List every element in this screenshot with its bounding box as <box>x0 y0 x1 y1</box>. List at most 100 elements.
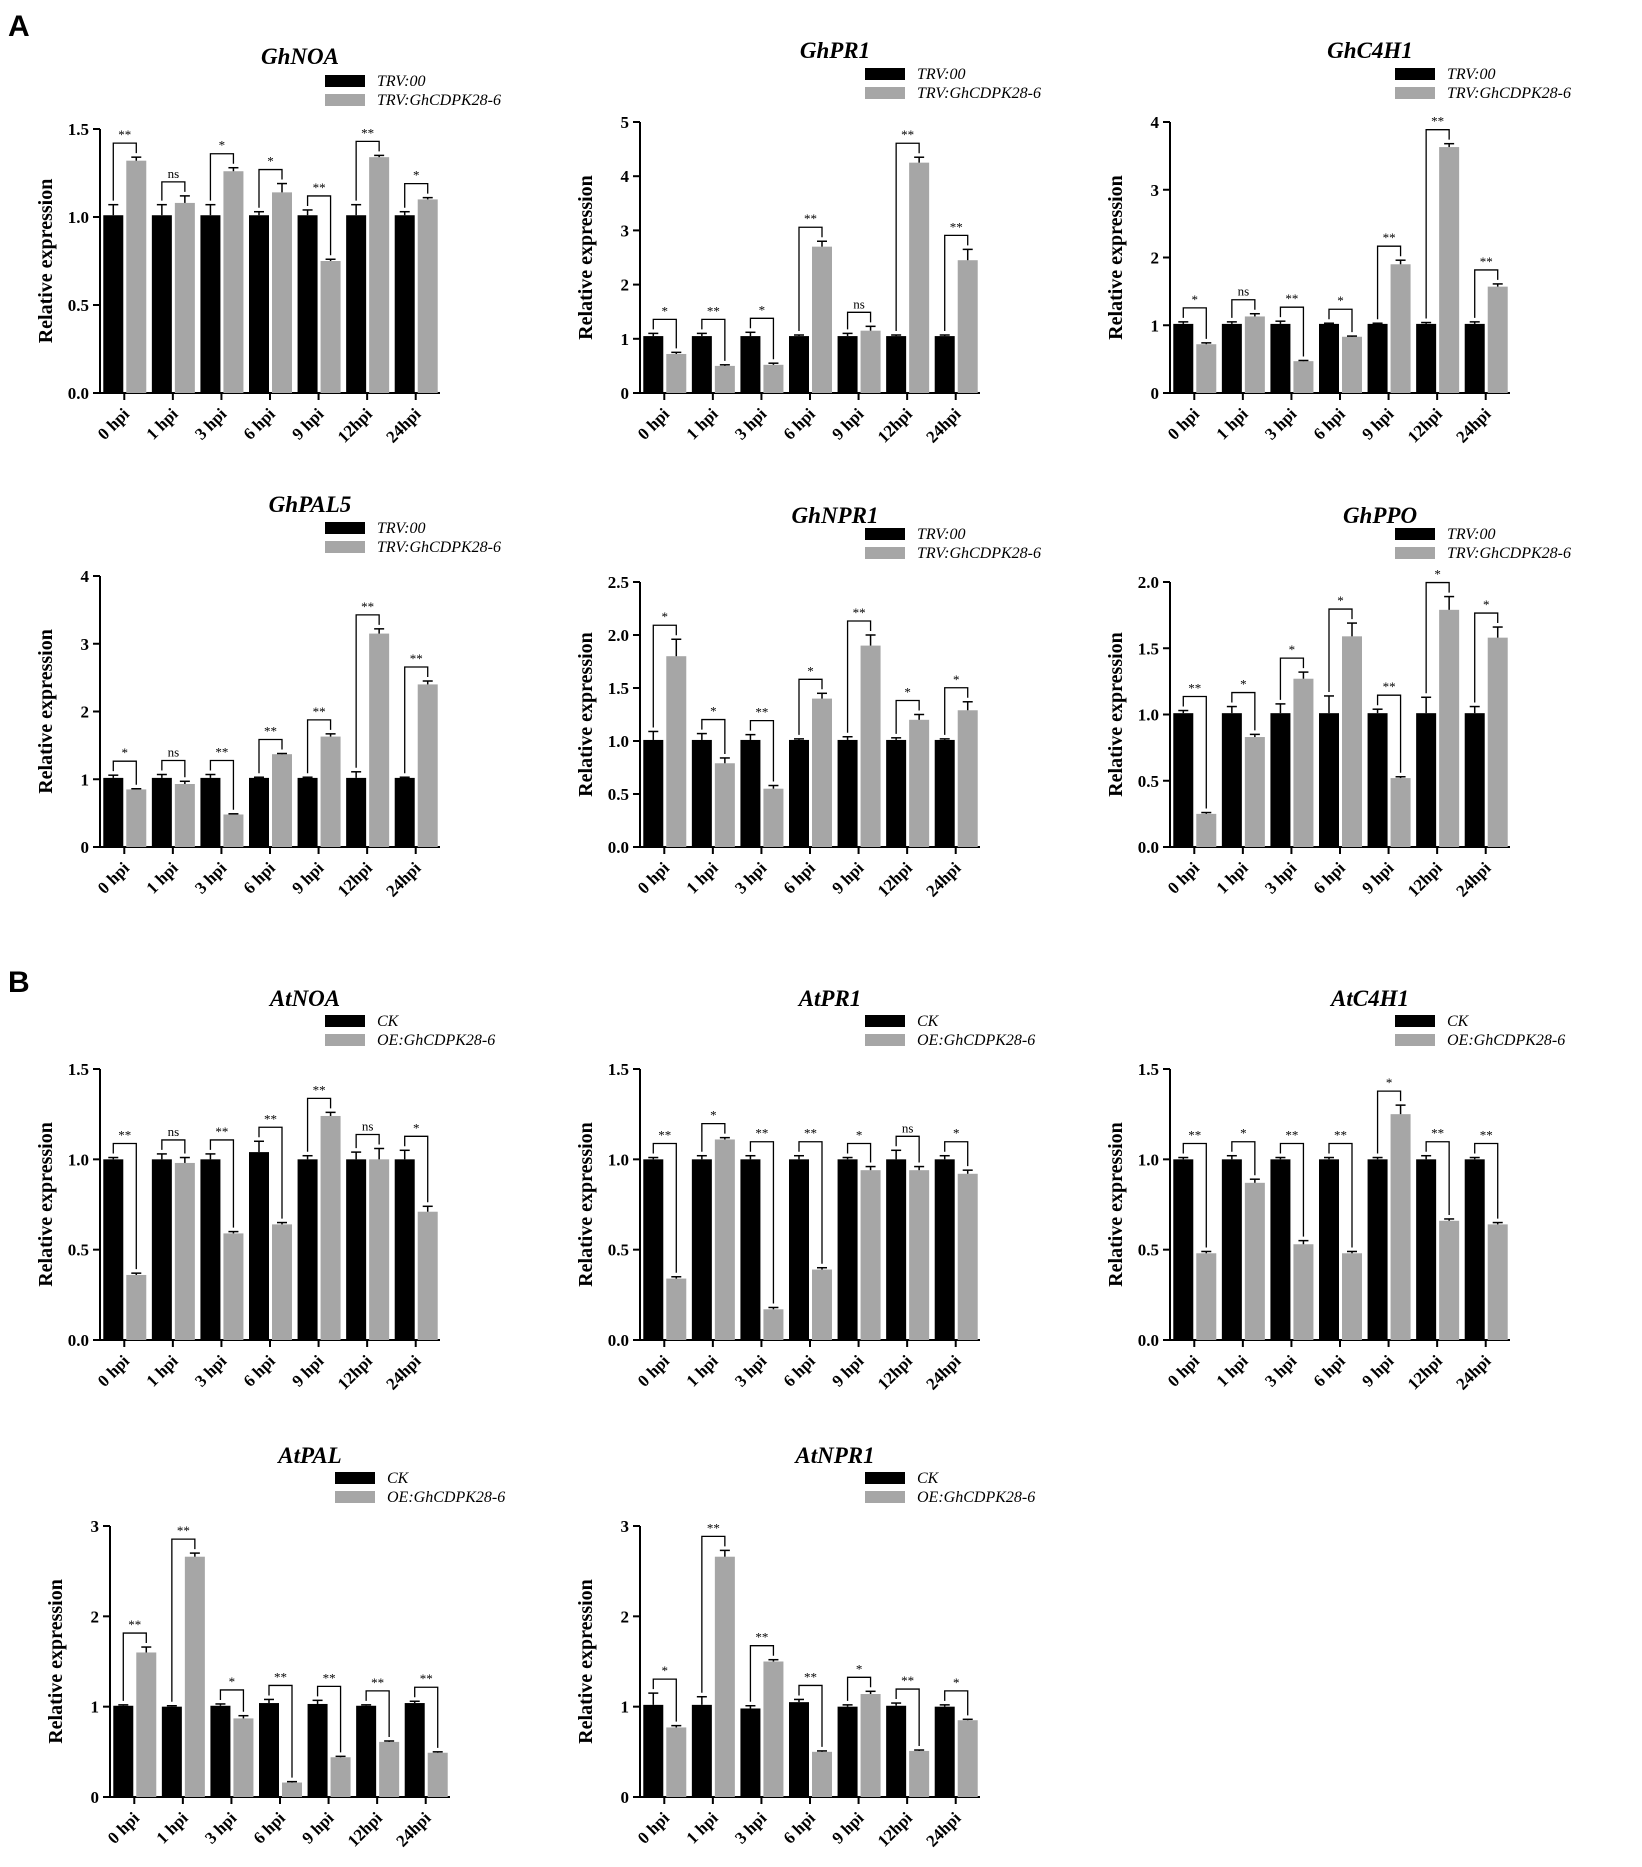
significance-bracket <box>414 1686 439 1748</box>
significance-bracket <box>355 1133 380 1149</box>
bar-control <box>307 1703 328 1797</box>
significance-bracket <box>895 1688 920 1747</box>
bar-control <box>740 1159 761 1340</box>
significance-label: ** <box>177 1523 190 1538</box>
bar-control <box>113 1705 134 1797</box>
legend-label-trv-ghcdpk28-6: TRV:GhCDPK28-6 <box>1447 545 1571 562</box>
legend-label-trv-00: TRV:00 <box>917 526 965 543</box>
significance-bracket <box>306 1097 332 1152</box>
y-axis-label: Relative expression <box>45 1579 67 1744</box>
significance-label: * <box>1337 593 1344 608</box>
x-tick-label: 0 hpi <box>634 858 673 897</box>
panel-label-a: A <box>8 10 30 43</box>
y-tick-label: 2 <box>621 276 630 295</box>
legend-swatch-ck <box>1395 1015 1435 1027</box>
significance-bracket <box>219 1689 245 1712</box>
bar-control <box>356 1705 377 1797</box>
bar-control <box>1319 713 1339 847</box>
significance-label: ** <box>853 605 866 620</box>
legend-swatch-oe-ghcdpk28-6 <box>865 1034 905 1046</box>
significance-label: ns <box>168 1124 180 1139</box>
bar-control <box>691 1159 712 1340</box>
significance-label: ** <box>313 704 326 719</box>
legend-label-oe-ghcdpk28-6: OE:GhCDPK28-6 <box>377 1032 495 1049</box>
x-tick-label: 3 hpi <box>201 1808 240 1847</box>
y-tick-label: 0.0 <box>68 384 89 403</box>
significance-label: ** <box>410 651 423 666</box>
significance-label: * <box>1483 597 1490 612</box>
y-tick-label: 1.0 <box>608 1150 629 1169</box>
chart-atc4h1: AtC4H1 Relative expression 0.0 0.5 1.0 1.5 CK O… <box>1105 986 1565 1394</box>
significance-bracket <box>895 1135 920 1163</box>
bar-control <box>394 777 415 847</box>
chart-atnpr1: AtNPR1 Relative expression 0 1 2 3 CK OE:GhCDPK… <box>575 1443 1035 1851</box>
significance-bracket <box>1474 269 1499 318</box>
bar-control <box>1464 1159 1485 1340</box>
chart-ghnpr1: GhNPR1 Relative expression 0.0 0.5 1.0 1.5 2.0… <box>575 503 1041 901</box>
x-tick-label: 9 hpi <box>1358 858 1397 897</box>
y-tick-label: 0.0 <box>608 1331 629 1350</box>
significance-label: ns <box>902 1120 914 1135</box>
x-tick-label: 1 hpi <box>153 1808 192 1847</box>
significance-bracket <box>895 142 920 332</box>
significance-label: * <box>1434 567 1441 582</box>
bar-treatment <box>174 202 195 393</box>
significance-label: ns <box>362 1118 374 1133</box>
significance-bracket <box>171 1538 196 1702</box>
significance-label: * <box>759 302 766 317</box>
significance-bracket <box>1425 129 1450 319</box>
bar-treatment <box>369 633 390 847</box>
x-tick-label: 3 hpi <box>1261 404 1300 443</box>
y-tick-label: 1.5 <box>1138 639 1159 658</box>
bar-control <box>1221 713 1242 847</box>
bar-treatment <box>1342 636 1362 847</box>
significance-label: * <box>122 745 129 760</box>
bar-control <box>161 1706 182 1797</box>
bar-control <box>740 739 761 847</box>
bar-control <box>404 1703 425 1797</box>
bar-treatment <box>330 1757 351 1797</box>
x-tick-label: 0 hpi <box>634 404 673 443</box>
bar-control <box>249 1152 269 1340</box>
significance-bracket <box>1474 1142 1499 1219</box>
x-tick-label: 24hpi <box>1452 404 1494 446</box>
chart-title: GhPR1 <box>800 38 870 63</box>
y-tick-label: 0 <box>91 1788 100 1807</box>
x-tick-label: 0 hpi <box>94 858 133 897</box>
significance-label: ** <box>707 303 720 318</box>
significance-label: ** <box>901 127 914 142</box>
x-tick-label: 12hpi <box>344 1808 386 1850</box>
significance-label: * <box>710 704 717 719</box>
bar-control <box>886 336 907 393</box>
significance-bracket <box>1376 245 1402 320</box>
significance-label: ns <box>1238 284 1250 299</box>
x-tick-label: 1 hpi <box>683 404 722 443</box>
significance-label: ** <box>118 1128 131 1143</box>
y-tick-label: 4 <box>1151 113 1160 132</box>
significance-bracket <box>701 318 726 361</box>
x-tick-label: 1 hpi <box>683 858 722 897</box>
bar-treatment <box>320 1115 341 1340</box>
y-tick-label: 0.0 <box>1138 838 1159 857</box>
significance-bracket <box>404 182 429 208</box>
x-tick-label: 12hpi <box>334 858 376 900</box>
x-tick-label: 3 hpi <box>1261 1351 1300 1390</box>
x-tick-label: 24hpi <box>922 404 964 446</box>
bar-treatment <box>1293 1244 1314 1340</box>
bar-treatment <box>126 789 147 847</box>
bar-treatment <box>763 788 784 847</box>
y-tick-label: 1.5 <box>608 1060 629 1079</box>
bar-treatment <box>763 364 784 393</box>
x-tick-label: 9 hpi <box>288 404 327 443</box>
significance-bracket <box>404 666 429 774</box>
y-tick-label: 0 <box>621 1788 630 1807</box>
bar-control <box>1416 713 1437 847</box>
significance-label: ** <box>361 599 374 614</box>
significance-bracket <box>749 1645 775 1702</box>
bar-treatment <box>282 1782 302 1797</box>
y-tick-label: 1 <box>91 1698 100 1717</box>
legend-swatch-trv-00 <box>325 75 365 87</box>
x-tick-label: 3 hpi <box>191 858 230 897</box>
bar-treatment <box>369 157 390 393</box>
significance-bracket <box>944 1141 969 1167</box>
